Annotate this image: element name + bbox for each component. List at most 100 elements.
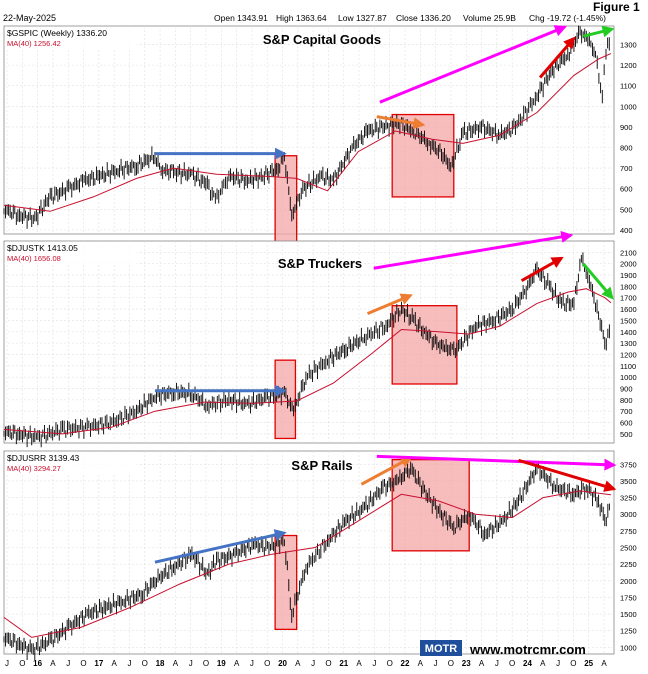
highlight-box bbox=[274, 359, 297, 440]
red-arrow bbox=[520, 256, 564, 283]
legend-ma: MA(40) 3294.27 bbox=[7, 464, 61, 473]
x-tick-label: 23 bbox=[462, 659, 471, 668]
x-tick-label: O bbox=[325, 659, 331, 668]
legend-bg bbox=[5, 27, 137, 49]
y-tick-label: 1200 bbox=[620, 61, 637, 70]
x-tick-label: 18 bbox=[156, 659, 165, 668]
y-tick-label: 2500 bbox=[620, 544, 637, 553]
x-tick-label: O bbox=[448, 659, 454, 668]
x-tick-label: O bbox=[387, 659, 393, 668]
y-tick-label: 1100 bbox=[620, 362, 636, 371]
x-tick-label: 19 bbox=[217, 659, 226, 668]
x-tick-label: A bbox=[418, 659, 424, 668]
y-tick-label: 400 bbox=[620, 226, 633, 235]
motr-logo bbox=[420, 640, 462, 656]
ma-line bbox=[3, 490, 611, 638]
x-tick-label: A bbox=[234, 659, 240, 668]
orange-arrow bbox=[366, 293, 413, 316]
y-tick-label: 2250 bbox=[620, 560, 637, 569]
plot-area bbox=[3, 240, 615, 444]
y-tick-label: 1000 bbox=[620, 373, 637, 382]
legend-symbol: $DJUSRR 3139.43 bbox=[7, 453, 80, 463]
website-url: www.motrcmr.com bbox=[469, 642, 586, 657]
ma-line bbox=[3, 53, 612, 212]
y-tick-label: 600 bbox=[620, 185, 633, 194]
x-tick-label: J bbox=[556, 659, 560, 668]
y-tick-label: 2750 bbox=[620, 527, 637, 536]
change-value: Chg -19.72 (-1.45%) bbox=[529, 13, 606, 23]
volume-value: Volume 25.9B bbox=[463, 13, 516, 23]
y-tick-label: 1700 bbox=[620, 294, 637, 303]
x-tick-label: A bbox=[601, 659, 607, 668]
y-tick-label: 500 bbox=[620, 205, 633, 214]
legend-ma: MA(40) 1256.42 bbox=[7, 39, 61, 48]
y-tick-label: 1400 bbox=[620, 328, 637, 337]
x-tick-label: J bbox=[372, 659, 376, 668]
y-tick-label: 1600 bbox=[620, 305, 637, 314]
low-value: Low 1327.87 bbox=[338, 13, 387, 23]
plot-area bbox=[3, 450, 615, 655]
high-value: High 1363.64 bbox=[276, 13, 327, 23]
panel-2: 500 600 700 800 900 1000 1100 1200 1300 1400 1500 1… bbox=[3, 230, 637, 448]
legend-symbol: $GSPIC (Weekly) 1336.20 bbox=[7, 28, 107, 38]
x-tick-label: A bbox=[295, 659, 301, 668]
x-tick-label: 17 bbox=[94, 659, 103, 668]
green-arrow bbox=[582, 25, 615, 38]
x-tick-label: A bbox=[50, 659, 56, 668]
x-tick-label: O bbox=[264, 659, 270, 668]
y-tick-label: 2000 bbox=[620, 260, 637, 269]
orange-arrow bbox=[376, 115, 426, 130]
y-tick-label: 1900 bbox=[620, 271, 637, 280]
x-tick-label: A bbox=[111, 659, 117, 668]
y-tick-label: 900 bbox=[620, 123, 633, 132]
highlight-box bbox=[391, 305, 458, 385]
legend-ma: MA(40) 1656.08 bbox=[7, 254, 61, 263]
x-tick-label: J bbox=[434, 659, 438, 668]
y-tick-label: 1500 bbox=[620, 316, 637, 325]
close-value: Close 1336.20 bbox=[396, 13, 451, 23]
x-tick-label: J bbox=[189, 659, 193, 668]
orange-arrow bbox=[360, 456, 413, 486]
x-tick-label: 22 bbox=[401, 659, 410, 668]
x-tick-label: A bbox=[540, 659, 546, 668]
legend-bg bbox=[5, 452, 137, 474]
x-tick-label: 16 bbox=[33, 659, 42, 668]
x-tick-label: J bbox=[66, 659, 70, 668]
y-tick-label: 1200 bbox=[620, 350, 637, 359]
open-value: Open 1343.91 bbox=[214, 13, 268, 23]
x-tick-label: 24 bbox=[523, 659, 532, 668]
x-tick-label: O bbox=[570, 659, 576, 668]
x-tick-label: J bbox=[250, 659, 254, 668]
y-tick-label: 800 bbox=[620, 396, 633, 405]
y-tick-label: 1500 bbox=[620, 610, 637, 619]
green-arrow bbox=[582, 262, 614, 300]
blue-arrow bbox=[154, 529, 287, 564]
panel-3: 1000 1250 1500 1750 2000 2250 2500 2750 3000 3250… bbox=[3, 450, 637, 660]
panel-1: 400 500 600 700 800 900 1000 1100 1200 1300 $GSPIC… bbox=[3, 25, 637, 252]
x-tick-label: O bbox=[80, 659, 86, 668]
y-tick-label: 3750 bbox=[620, 460, 637, 469]
y-tick-label: 600 bbox=[620, 419, 633, 428]
plot-area bbox=[3, 25, 615, 235]
ma-line bbox=[3, 288, 612, 435]
x-tick-label: O bbox=[19, 659, 25, 668]
y-tick-label: 1100 bbox=[620, 82, 636, 91]
motr-logo-text: MOTR bbox=[425, 643, 457, 655]
highlight-box bbox=[391, 459, 470, 552]
legend-symbol: $DJUSTK 1413.05 bbox=[7, 243, 78, 253]
x-tick-label: A bbox=[479, 659, 485, 668]
y-tick-label: 700 bbox=[620, 164, 633, 173]
y-tick-label: 1300 bbox=[620, 41, 637, 50]
y-tick-label: 800 bbox=[620, 144, 633, 153]
y-tick-label: 1300 bbox=[620, 339, 637, 348]
x-tick-label: O bbox=[142, 659, 148, 668]
chart-title: S&P Truckers bbox=[278, 256, 362, 271]
red-arrow bbox=[538, 36, 576, 79]
x-tick-label: A bbox=[356, 659, 362, 668]
magenta-arrow bbox=[373, 230, 574, 270]
y-tick-label: 700 bbox=[620, 407, 633, 416]
y-tick-label: 1750 bbox=[620, 593, 637, 602]
x-tick-label: A bbox=[173, 659, 179, 668]
legend-bg bbox=[5, 242, 137, 264]
magenta-arrow bbox=[379, 25, 567, 104]
